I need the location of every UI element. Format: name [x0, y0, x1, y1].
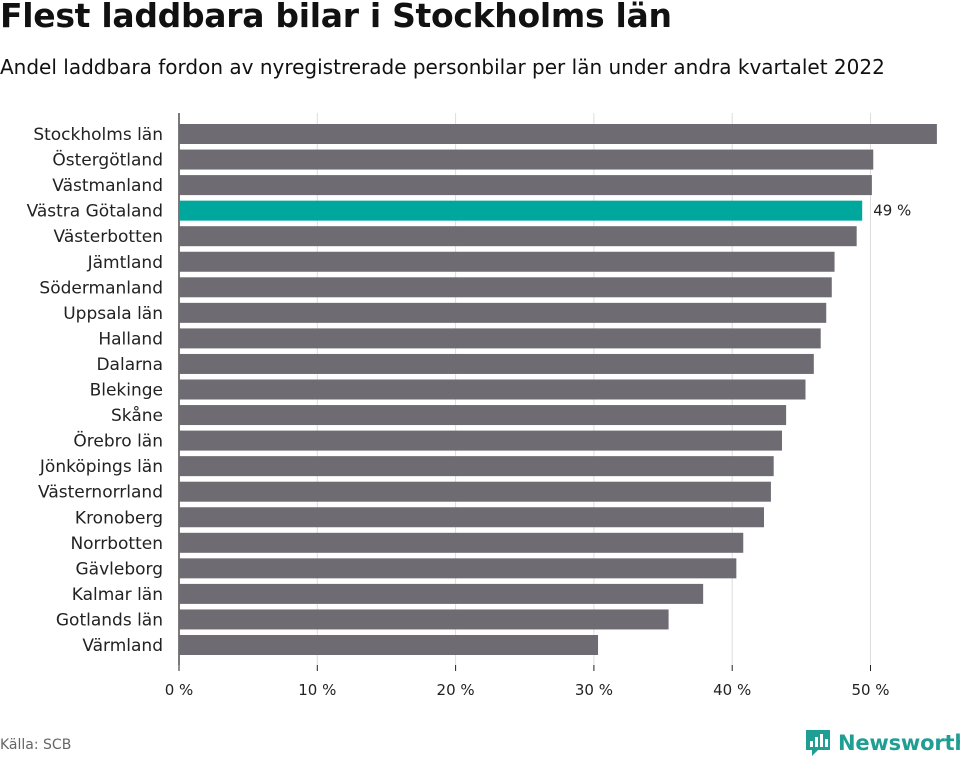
category-label: Östergötland [52, 149, 163, 171]
bar [179, 379, 806, 400]
category-label: Västerbotten [54, 227, 163, 247]
category-label: Västra Götaland [27, 202, 163, 222]
bar [179, 328, 821, 349]
bar [179, 456, 774, 477]
bar [179, 175, 872, 196]
category-label: Skåne [111, 405, 163, 426]
category-label: Västmanland [52, 176, 163, 196]
newsworthy-logo-icon [806, 730, 830, 756]
bar [179, 226, 857, 247]
category-label: Södermanland [39, 278, 163, 298]
brand-logo: Newsworthy [804, 728, 960, 758]
category-label: Blekinge [90, 381, 163, 401]
bar [179, 558, 737, 579]
bar [179, 277, 832, 298]
x-tick-label: 30 % [575, 681, 613, 699]
bar [179, 430, 782, 451]
category-label: Örebro län [73, 430, 163, 452]
category-label: Jämtland [87, 253, 163, 273]
bar [179, 149, 874, 170]
bar [179, 353, 814, 374]
chart-subtitle: Andel laddbara fordon av nyregistrerade … [0, 55, 885, 79]
category-label: Värmland [82, 636, 163, 656]
category-label: Halland [98, 329, 163, 349]
brand-name: Newsworthy [838, 731, 960, 755]
category-label: Gotlands län [56, 610, 163, 630]
bar [179, 507, 765, 528]
category-label: Kalmar län [72, 585, 163, 605]
bar [179, 405, 787, 426]
bar [179, 302, 827, 323]
category-label: Stockholms län [33, 125, 163, 145]
category-label: Västernorrland [38, 483, 163, 503]
bar [179, 635, 599, 655]
x-tick-label: 0 % [165, 681, 194, 699]
x-tick-label: 40 % [713, 681, 751, 699]
source-note: Källa: SCB [0, 737, 72, 753]
x-tick-label: 10 % [298, 681, 336, 699]
category-label: Kronoberg [75, 508, 163, 528]
bar [179, 532, 744, 553]
category-label: Jönköpings län [39, 457, 163, 477]
bar [179, 124, 937, 144]
category-label: Dalarna [96, 355, 163, 375]
category-label: Norrbotten [70, 534, 163, 554]
highlight-bar [179, 200, 863, 221]
data-label: 49 % [873, 202, 911, 220]
bar [179, 251, 835, 272]
bar [179, 583, 704, 604]
category-label: Uppsala län [63, 304, 163, 324]
category-label: Gävleborg [75, 559, 163, 579]
bar-chart: 0 % 10 % 20 % 30 % 40 % 50 % Stockholms län Öst… [27, 113, 937, 699]
chart-title: Flest laddbara bilar i Stockholms län [0, 0, 672, 35]
bar [179, 609, 669, 630]
x-tick-label: 50 % [851, 681, 889, 699]
x-tick-label: 20 % [437, 681, 475, 699]
bar [179, 481, 771, 502]
